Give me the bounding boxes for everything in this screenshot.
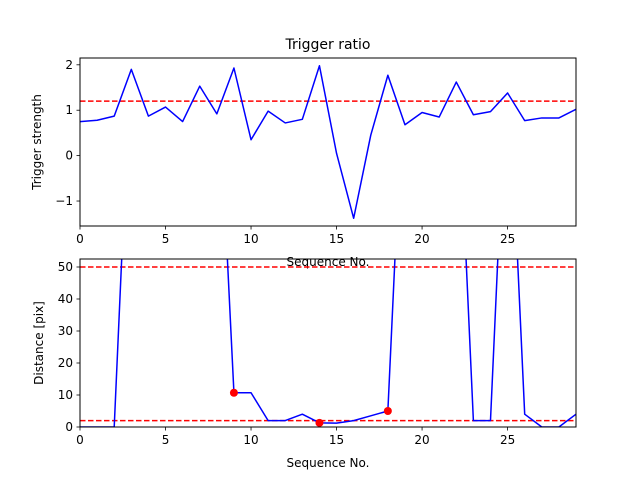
top-x-tick-label: 20 (414, 232, 429, 246)
bottom-x-tick-label: 20 (414, 433, 429, 447)
top-x-tick-label: 15 (329, 232, 344, 246)
bottom-x-tick-label: 5 (162, 433, 170, 447)
bottom-series-line-0 (80, 259, 576, 427)
top-plot-frame (79, 57, 577, 227)
top-chart-title: Trigger ratio (284, 37, 370, 53)
top-x-tick-label: 25 (500, 232, 515, 246)
top-y-tick-label: −1 (55, 194, 73, 208)
bottom-plot-frame (79, 258, 577, 428)
top-y-tick-label: 0 (65, 149, 73, 163)
top-series-line-0 (80, 64, 576, 220)
bottom-y-tick-label: 0 (65, 420, 73, 434)
bottom-y-axis-label: Distance [pix] (32, 301, 46, 385)
bottom-marker-point (315, 418, 324, 427)
bottom-y-tick-label: 30 (58, 324, 73, 338)
top-plot-area (80, 64, 576, 220)
bottom-y-tick-label: 50 (58, 260, 73, 274)
bottom-x-axis-label: Sequence No. (287, 456, 370, 470)
bottom-marker-point (229, 388, 238, 397)
bottom-x-tick-label: 15 (329, 433, 344, 447)
top-y-tick-label: 2 (65, 58, 73, 72)
bottom-marker-point (383, 407, 392, 415)
top-x-tick-label: 10 (243, 232, 258, 246)
top-x-tick-label: 0 (76, 232, 84, 246)
bottom-x-tick-label: 25 (500, 433, 515, 447)
bottom-y-tick-label: 10 (58, 388, 73, 402)
bottom-y-tick-label: 40 (58, 292, 73, 306)
bottom-x-tick-label: 0 (76, 433, 84, 447)
top-x-tick-label: 5 (162, 232, 170, 246)
bottom-subplot: 0 5 10 15 20 25 0 10 20 30 40 50 Distance [pix] Seq… (32, 258, 577, 470)
top-y-tick-label: 1 (65, 103, 73, 117)
top-subplot: Trigger ratio Trigger strength Sequence … (30, 37, 577, 269)
bottom-x-tick-label: 10 (243, 433, 258, 447)
bottom-y-tick-label: 20 (58, 356, 73, 370)
top-y-axis-label: Trigger strength (30, 94, 44, 191)
bottom-plot-area (80, 259, 576, 427)
